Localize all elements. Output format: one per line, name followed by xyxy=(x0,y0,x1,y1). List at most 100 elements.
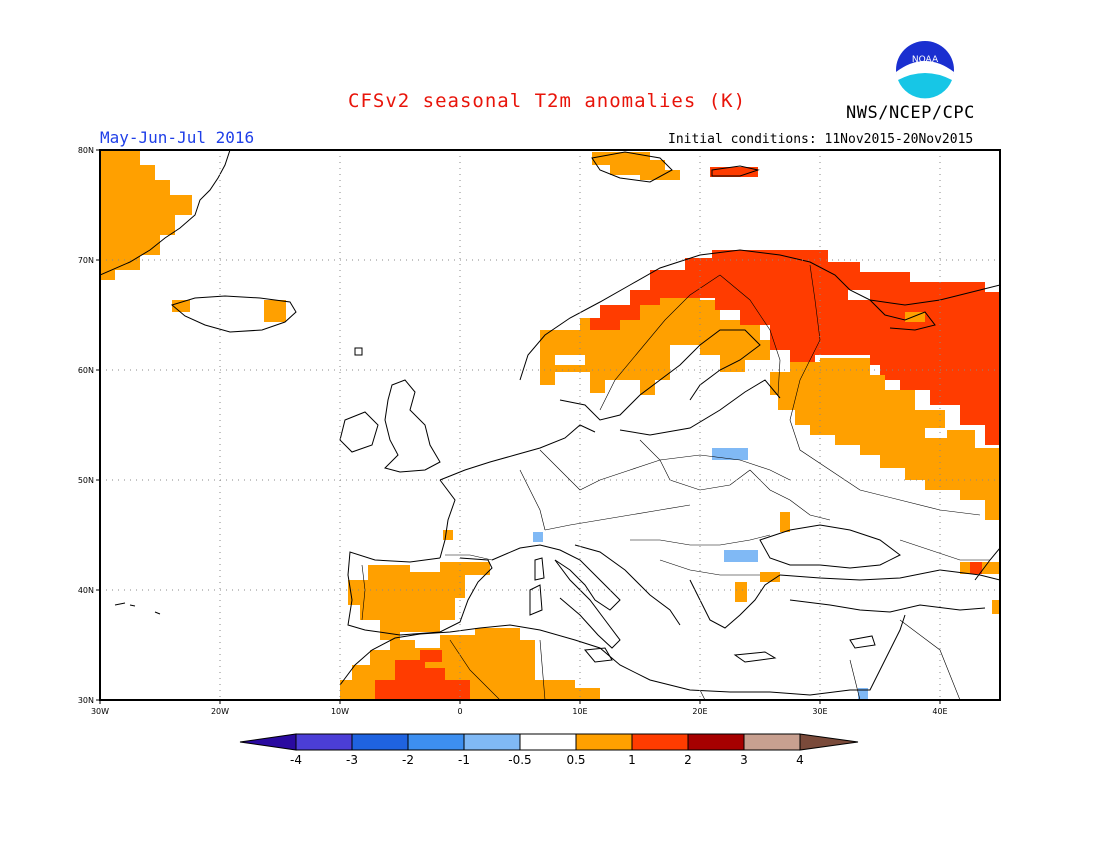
colorbar-label-p2: 2 xyxy=(684,753,692,767)
border-central-europe xyxy=(539,449,791,491)
logo-text: NOAA xyxy=(912,55,939,65)
coast-france xyxy=(439,479,456,559)
lat-label-70n: 70N xyxy=(78,256,94,265)
coast-canary xyxy=(114,602,161,615)
colorbar-box-5 xyxy=(519,733,577,751)
map-title: CFSv2 seasonal T2m anomalies (K) xyxy=(348,90,747,112)
anomaly-poland-cool xyxy=(712,448,748,460)
anomaly-white-sea xyxy=(905,312,925,322)
lat-label-40n: 40N xyxy=(78,586,94,595)
lon-label-40e: 40E xyxy=(932,707,947,716)
anomaly-scandinavia-south xyxy=(540,298,770,395)
noaa-logo-icon: NOAA xyxy=(896,41,954,100)
lon-label-30w: 30W xyxy=(91,707,109,716)
country-borders xyxy=(361,264,990,700)
anomaly-turkey-red xyxy=(970,562,982,574)
lat-label-60n: 60N xyxy=(78,366,94,375)
coast-continent xyxy=(439,424,596,481)
border-finland xyxy=(719,274,781,396)
coast-crete xyxy=(733,651,777,663)
organization-label: NWS/NCEP/CPC xyxy=(846,103,975,123)
coast-greenland xyxy=(100,150,231,276)
lon-labels: 30W 20W 10W 0 10E 20E 30E 40E xyxy=(91,707,948,716)
anomaly-morocco-core xyxy=(375,660,470,700)
colorbar-label-m3: -3 xyxy=(346,753,358,767)
border-france-spain xyxy=(445,554,493,561)
colorbar-box-9 xyxy=(743,733,801,751)
border-russia xyxy=(789,264,981,516)
forecast-period: May-Jun-Jul 2016 xyxy=(100,128,255,147)
anomaly-biscay-dot xyxy=(443,530,453,540)
colorbar-label-p4: 4 xyxy=(796,753,804,767)
anomaly-alps-cool xyxy=(533,532,543,542)
initial-conditions: Initial conditions: 11Nov2015-20Nov2015 xyxy=(668,132,974,147)
anomaly-levant-cool xyxy=(858,688,868,700)
colorbar xyxy=(239,733,859,751)
lon-label-10w: 10W xyxy=(331,707,349,716)
coast-whitesea xyxy=(869,299,936,331)
map-frame xyxy=(99,149,1001,701)
border-alps xyxy=(544,504,691,531)
anomaly-iberia xyxy=(348,562,490,640)
colorbar-box-3 xyxy=(407,733,465,751)
anomaly-balkans-cool xyxy=(724,550,758,562)
coast-ireland xyxy=(339,411,379,453)
anomaly-greenland-east xyxy=(100,150,192,280)
anomaly-scandinavia-north xyxy=(590,250,1000,445)
coast-sweden xyxy=(559,329,761,421)
coastlines xyxy=(100,150,1000,696)
colorbar-label-m1: -1 xyxy=(458,753,470,767)
coast-sardinia xyxy=(529,584,543,616)
colorbar-label-p3: 3 xyxy=(740,753,748,767)
colorbar-label-p05: 0.5 xyxy=(566,753,585,767)
anomaly-aegean-north xyxy=(760,572,780,582)
colorbar-arrow-low xyxy=(239,733,297,751)
anomaly-syria-dot xyxy=(992,600,1000,614)
colorbar-box-8 xyxy=(687,733,745,751)
anomaly-gap-norway xyxy=(555,355,585,365)
lon-label-30e: 30E xyxy=(812,707,827,716)
lon-label-10e: 10E xyxy=(572,707,587,716)
coast-med-north xyxy=(491,544,621,611)
colorbar-arrow-high xyxy=(799,733,859,751)
coast-svalbard xyxy=(591,151,673,183)
anomaly-aegean xyxy=(735,582,747,602)
coast-blacksea xyxy=(759,524,901,569)
coast-iberia xyxy=(347,551,493,636)
coast-italy xyxy=(554,559,621,649)
lat-labels: 80N 70N 60N 50N 40N 30N xyxy=(78,146,94,705)
coast-baltic xyxy=(619,379,781,436)
coast-sicily xyxy=(584,647,613,663)
graticule xyxy=(100,150,1000,700)
colorbar-box-7 xyxy=(631,733,689,751)
border-norway-sweden xyxy=(599,274,721,411)
lat-label-80n: 80N xyxy=(78,146,94,155)
anomaly-ukraine-dot xyxy=(780,512,790,532)
coast-corsica xyxy=(534,557,545,581)
coast-turkey xyxy=(779,569,1000,581)
coast-cyprus xyxy=(849,635,876,649)
border-balkans-south xyxy=(659,559,760,576)
anomaly-iceland-east xyxy=(264,300,286,322)
border-caucasus xyxy=(899,539,990,561)
coast-greece xyxy=(689,574,781,629)
axis-ticks xyxy=(96,149,941,704)
lon-label-0: 0 xyxy=(457,707,462,716)
border-balkans xyxy=(630,534,771,546)
anomaly-gap-russia xyxy=(925,428,947,438)
anomaly-novaya-patch xyxy=(710,167,758,177)
colorbar-box-6 xyxy=(575,733,633,751)
coast-iceland xyxy=(170,295,297,333)
coast-novaya xyxy=(711,165,760,177)
coast-faroes xyxy=(354,347,363,356)
coast-scandinavia xyxy=(519,249,1000,381)
lon-label-20w: 20W xyxy=(211,707,229,716)
border-ukraine xyxy=(749,469,831,521)
anomaly-shading xyxy=(100,150,1000,700)
colorbar-box-2 xyxy=(351,733,409,751)
lon-label-20e: 20E xyxy=(692,707,707,716)
colorbar-box-4 xyxy=(463,733,521,751)
colorbar-labels: -4 -3 -2 -1 -0.5 0.5 1 2 3 4 xyxy=(290,753,804,767)
colorbar-label-m2: -2 xyxy=(402,753,414,767)
